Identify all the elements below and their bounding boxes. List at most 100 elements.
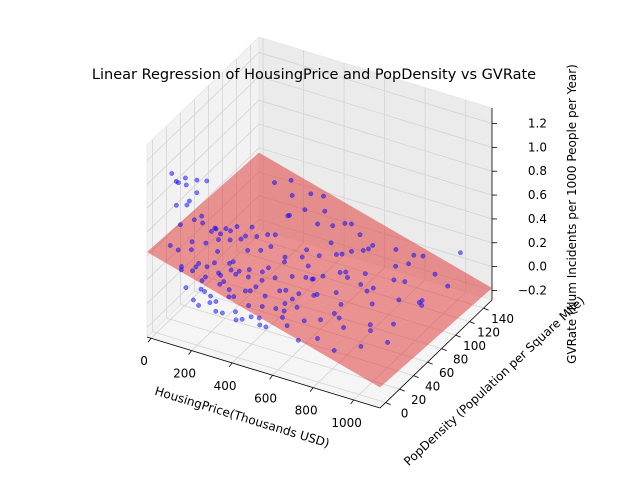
scatter-point	[182, 175, 188, 181]
chart-title: Linear Regression of HousingPrice and Po…	[92, 67, 536, 83]
scatter-point	[305, 263, 311, 269]
scatter-point	[217, 281, 223, 287]
x-tick	[309, 387, 314, 392]
scatter-point	[280, 314, 285, 320]
scatter-point	[184, 202, 190, 208]
scatter-point	[322, 208, 328, 214]
z-tick-label: 1.2	[528, 117, 547, 131]
z-tick-label: 0.4	[528, 212, 547, 226]
y-tick	[427, 361, 433, 365]
scatter-point	[246, 267, 252, 272]
scatter-point	[204, 178, 210, 184]
scatter-point	[391, 277, 397, 283]
scatter-point	[186, 198, 192, 204]
scatter-point	[304, 247, 309, 253]
scatter-point	[247, 288, 253, 294]
scatter-point	[242, 288, 248, 294]
scatter-point	[265, 232, 271, 238]
scatter-point	[272, 275, 278, 281]
scatter-point	[245, 274, 251, 280]
regression-plane	[147, 152, 492, 388]
x-axis-line	[146, 336, 381, 409]
grid-line-z	[146, 75, 493, 185]
scatter-point	[289, 296, 295, 302]
grid-line-y	[152, 139, 386, 403]
scatter-point	[236, 268, 242, 274]
scatter-point	[233, 271, 239, 277]
x-tick	[147, 337, 152, 343]
scatter-point	[246, 303, 252, 308]
regression-plane-surface	[147, 152, 492, 388]
scatter-point	[231, 294, 237, 299]
scatter-point	[245, 247, 251, 253]
scatter-point	[175, 247, 181, 253]
x-tick-label: 0	[140, 354, 148, 368]
axes-lines	[146, 108, 493, 409]
chart-marks	[147, 152, 492, 388]
scatter-point	[358, 282, 364, 287]
scatter-point	[203, 274, 208, 280]
scatter-point	[200, 220, 206, 226]
scatter-point	[411, 252, 417, 258]
scatter-point	[393, 263, 398, 269]
scatter-point	[233, 317, 239, 323]
scatter-point	[282, 259, 287, 265]
z-tick-label: 0.8	[528, 164, 547, 178]
scatter-point	[189, 239, 195, 245]
scatter-point	[213, 226, 219, 232]
scatter-point	[316, 253, 322, 259]
scatter-point	[268, 244, 274, 250]
scatter-point	[345, 275, 350, 280]
y-tick-label: 80	[453, 353, 468, 367]
scatter-point	[221, 279, 227, 284]
y-tick-label: 40	[425, 380, 440, 394]
z-tick-label: 1.0	[528, 140, 547, 154]
scatter-point	[262, 293, 268, 299]
scatter-point	[320, 273, 326, 279]
scatter-point	[406, 261, 411, 267]
scatter-point	[266, 265, 271, 271]
scatter-point	[234, 224, 240, 230]
y-tick	[399, 388, 405, 392]
scatter-point	[420, 253, 426, 259]
x-tick	[228, 362, 233, 368]
scatter-point	[333, 252, 339, 257]
scatter-point	[204, 264, 210, 270]
scatter-point	[295, 337, 301, 343]
scatter-point	[341, 325, 346, 330]
scatter-series	[167, 171, 463, 353]
scatter-point	[190, 297, 196, 303]
scatter-point	[330, 223, 336, 229]
scatter-point	[233, 309, 238, 315]
scatter-point	[216, 270, 222, 276]
scatter-point	[328, 240, 334, 246]
scatter-point	[337, 270, 343, 275]
scatter-point	[190, 268, 195, 274]
scatter-point	[432, 271, 438, 277]
scatter-point	[360, 247, 366, 253]
scatter-point	[283, 287, 289, 293]
scatter-point	[315, 336, 320, 341]
scatter-point	[198, 286, 204, 292]
x-tick-label: 1000	[331, 416, 362, 430]
y-tick	[441, 348, 447, 351]
scatter-point	[342, 220, 348, 226]
scatter-point	[253, 284, 259, 290]
scatter-point	[218, 231, 223, 237]
scatter-point	[215, 249, 221, 254]
scatter-point	[284, 323, 290, 329]
scatter-point	[203, 240, 209, 246]
y-tick	[483, 307, 489, 311]
scatter-point	[226, 294, 232, 300]
x-tick-label: 400	[214, 379, 237, 393]
y-tick	[455, 334, 461, 338]
scatter-point	[315, 221, 320, 227]
scatter-point	[213, 308, 219, 314]
scatter-point	[193, 264, 199, 270]
scatter-point	[277, 288, 283, 294]
x-tick-label: 800	[295, 404, 318, 418]
scatter-point	[257, 322, 263, 328]
scatter-point	[263, 324, 269, 330]
